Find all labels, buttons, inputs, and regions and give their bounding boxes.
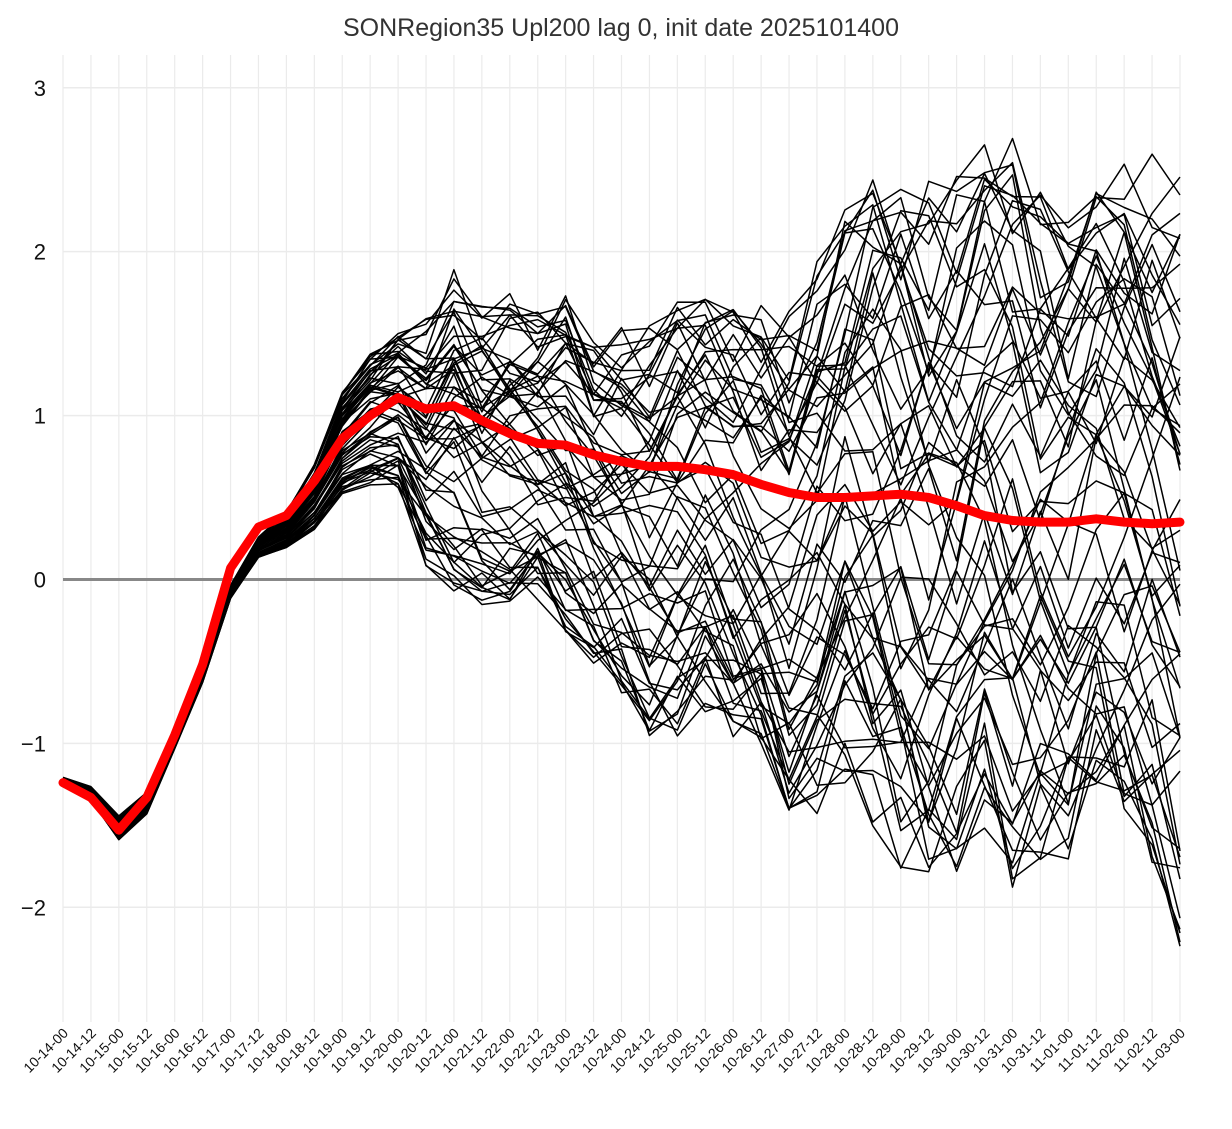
y-tick-label: 2 (34, 240, 46, 265)
y-tick-label: 0 (34, 567, 46, 592)
y-tick-label: 3 (34, 76, 46, 101)
ensemble-member-line (62, 464, 1181, 869)
mean-series (58, 393, 1185, 835)
y-axis-ticks: 3 2 1 0 −1 −2 (21, 76, 46, 920)
x-axis-ticks: 10-14-0010-14-1210-15-0010-15-1210-16-00… (20, 1025, 1188, 1076)
ensemble-member-line (62, 278, 1181, 820)
ensemble-members (62, 137, 1181, 947)
y-tick-label: 1 (34, 404, 46, 429)
chart-title: SONRegion35 Upl200 lag 0, init date 2025… (343, 14, 899, 42)
ensemble-mean-line (58, 393, 1185, 835)
ensemble-member-line (62, 172, 1181, 826)
y-tick-label: −2 (21, 895, 46, 920)
ensemble-member-line (62, 176, 1181, 836)
y-tick-label: −1 (21, 731, 46, 756)
